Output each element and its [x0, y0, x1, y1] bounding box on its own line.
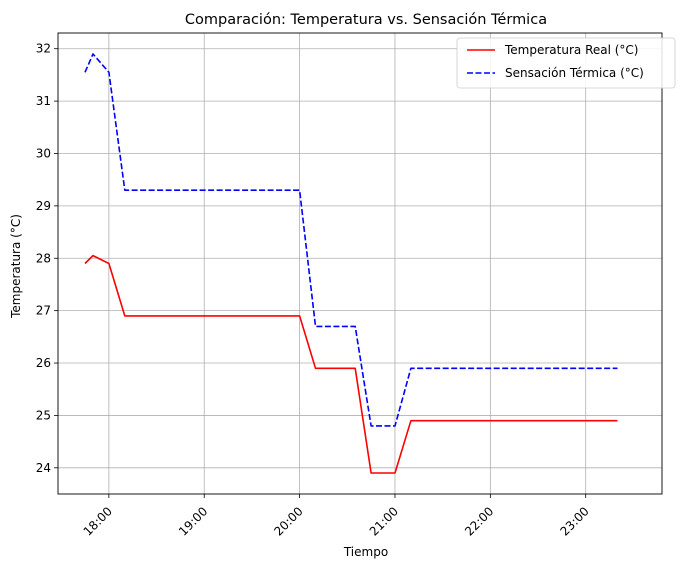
legend: Temperatura Real (°C) Sensación Térmica …	[456, 37, 676, 89]
chart-title: Comparación: Temperatura vs. Sensación T…	[185, 12, 547, 28]
legend-box	[456, 37, 676, 89]
y-tick-label: 28	[36, 251, 51, 265]
y-tick-label: 24	[36, 461, 51, 475]
y-tick-label: 29	[36, 199, 51, 213]
legend-label-sensacion: Sensación Térmica (°C)	[505, 66, 644, 80]
series-line-sensacion	[84, 53, 618, 427]
y-tick-label: 31	[36, 94, 51, 108]
plot-frame	[57, 32, 663, 495]
y-tick-label: 26	[36, 356, 51, 370]
series-lines	[84, 53, 618, 474]
y-tick-label: 30	[36, 146, 51, 160]
series-line-temperatura	[84, 254, 618, 474]
y-tick-label: 32	[36, 42, 51, 56]
y-axis-label: Temperatura (°C)	[9, 214, 23, 319]
y-tick-label: 27	[36, 304, 51, 318]
legend-label-temperatura: Temperatura Real (°C)	[504, 43, 639, 57]
y-tick-label: 25	[36, 408, 51, 422]
x-axis-label: Tiempo	[343, 545, 388, 559]
